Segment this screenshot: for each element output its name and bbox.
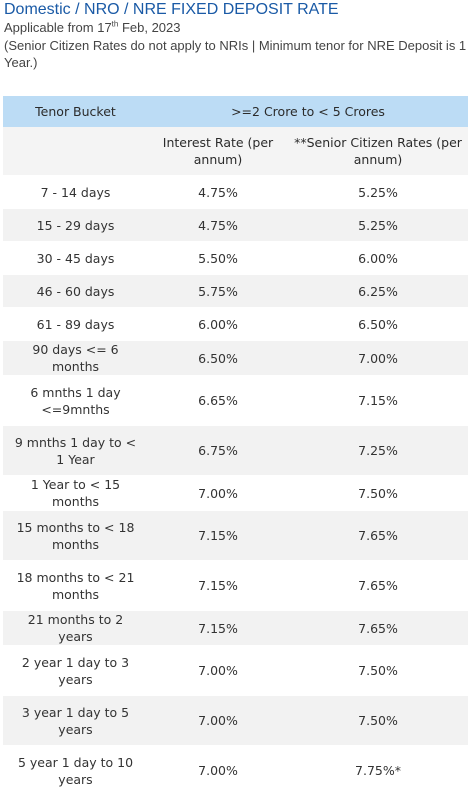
- applicable-suffix: Feb, 2023: [118, 20, 180, 35]
- senior-rate-cell: 7.25%: [288, 426, 468, 476]
- interest-rate-cell: 5.75%: [148, 275, 288, 308]
- senior-rate-cell: 7.75%*: [288, 746, 468, 795]
- table-subheader-row: Interest Rate (per annum) **Senior Citiz…: [3, 127, 468, 176]
- senior-rate-cell: 6.25%: [288, 275, 468, 308]
- tenor-cell: 46 - 60 days: [3, 275, 148, 308]
- senior-rate-cell: 7.50%: [288, 646, 468, 696]
- senior-rate-cell: 7.00%: [288, 341, 468, 376]
- tenor-cell: 2 year 1 day to 3 years: [3, 646, 148, 696]
- interest-rate-cell: 6.75%: [148, 426, 288, 476]
- senior-rate-cell: 7.50%: [288, 476, 468, 511]
- senior-citizen-rate-header: **Senior Citizen Rates (per annum): [288, 127, 468, 176]
- senior-rate-cell: 5.25%: [288, 209, 468, 242]
- interest-rate-cell: 4.75%: [148, 176, 288, 209]
- senior-rate-cell: 7.65%: [288, 561, 468, 611]
- interest-rate-cell: 7.15%: [148, 511, 288, 561]
- tenor-cell: 21 months to 2 years: [3, 611, 148, 646]
- interest-rate-cell: 7.00%: [148, 476, 288, 511]
- interest-rate-cell: 7.00%: [148, 696, 288, 746]
- applicable-date: Applicable from 17th Feb, 2023: [4, 20, 181, 35]
- tenor-cell: 1 Year to < 15 months: [3, 476, 148, 511]
- tenor-cell: 15 - 29 days: [3, 209, 148, 242]
- interest-rate-cell: 4.75%: [148, 209, 288, 242]
- interest-rate-cell: 7.15%: [148, 611, 288, 646]
- tenor-cell: 90 days <= 6 months: [3, 341, 148, 376]
- tenor-cell: 30 - 45 days: [3, 242, 148, 275]
- applicable-prefix: Applicable from 17: [4, 20, 112, 35]
- interest-rate-cell: 6.00%: [148, 308, 288, 341]
- senior-rate-cell: 7.15%: [288, 376, 468, 426]
- tenor-cell: 18 months to < 21 months: [3, 561, 148, 611]
- interest-rate-cell: 7.00%: [148, 746, 288, 795]
- rate-note: (Senior Citizen Rates do not apply to NR…: [4, 37, 470, 71]
- interest-rate-cell: 7.15%: [148, 561, 288, 611]
- amount-slab-header: >=2 Crore to < 5 Crores: [148, 96, 468, 127]
- page-title: Domestic / NRO / NRE FIXED DEPOSIT RATE: [4, 1, 339, 19]
- tenor-cell: 15 months to < 18 months: [3, 511, 148, 561]
- tenor-cell: 5 year 1 day to 10 years: [3, 746, 148, 795]
- senior-rate-cell: 6.50%: [288, 308, 468, 341]
- fd-rate-table: Tenor Bucket >=2 Crore to < 5 Crores Int…: [3, 96, 468, 795]
- senior-rate-cell: 7.65%: [288, 511, 468, 561]
- tenor-cell: 61 - 89 days: [3, 308, 148, 341]
- tenor-bucket-header: Tenor Bucket: [3, 96, 148, 127]
- tenor-cell: 9 mnths 1 day to < 1 Year: [3, 426, 148, 476]
- interest-rate-cell: 6.50%: [148, 341, 288, 376]
- senior-rate-cell: 7.65%: [288, 611, 468, 646]
- tenor-cell: 3 year 1 day to 5 years: [3, 696, 148, 746]
- senior-rate-cell: 7.50%: [288, 696, 468, 746]
- interest-rate-cell: 5.50%: [148, 242, 288, 275]
- empty-subheader-cell: [3, 127, 148, 176]
- tenor-cell: 7 - 14 days: [3, 176, 148, 209]
- interest-rate-header: Interest Rate (per annum): [148, 127, 288, 176]
- table-header-row: Tenor Bucket >=2 Crore to < 5 Crores: [3, 96, 468, 127]
- senior-rate-cell: 5.25%: [288, 176, 468, 209]
- senior-rate-cell: 6.00%: [288, 242, 468, 275]
- interest-rate-cell: 6.65%: [148, 376, 288, 426]
- interest-rate-cell: 7.00%: [148, 646, 288, 696]
- tenor-cell: 6 mnths 1 day <=9mnths: [3, 376, 148, 426]
